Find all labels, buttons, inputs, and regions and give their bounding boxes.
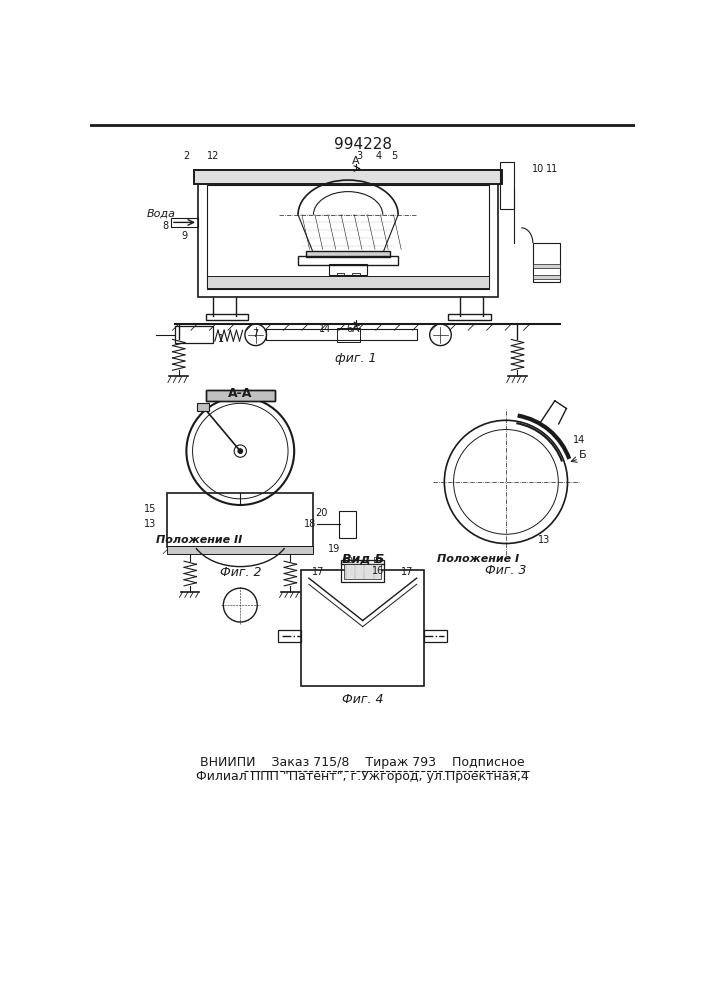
Bar <box>352 273 360 278</box>
Text: Филиал ППП "Патент", г.Ужгород, ул.Проектная,4: Филиал ППП "Патент", г.Ужгород, ул.Проек… <box>197 770 529 783</box>
Text: 13: 13 <box>538 535 551 545</box>
Circle shape <box>238 449 243 453</box>
Text: 7: 7 <box>252 329 259 339</box>
Bar <box>207 276 489 288</box>
Text: 6: 6 <box>346 324 353 334</box>
Bar <box>175 326 214 343</box>
Text: 15: 15 <box>144 504 156 514</box>
Bar <box>206 314 248 320</box>
Bar <box>267 329 417 340</box>
Bar <box>448 314 491 320</box>
Text: 13: 13 <box>144 519 156 529</box>
Text: А: А <box>352 156 360 166</box>
Bar <box>198 178 498 297</box>
Bar <box>206 390 275 401</box>
Text: А-А: А-А <box>228 387 252 400</box>
Text: 16: 16 <box>372 566 384 576</box>
Bar <box>329 264 368 275</box>
Text: 17: 17 <box>401 567 414 577</box>
Bar <box>305 251 390 257</box>
Text: 10: 10 <box>532 164 544 174</box>
Text: Фиг. 3: Фиг. 3 <box>485 564 527 577</box>
Text: 5: 5 <box>391 151 397 161</box>
Text: 19: 19 <box>328 544 340 554</box>
Bar <box>194 170 502 184</box>
Bar <box>337 328 360 342</box>
Bar <box>167 493 313 547</box>
Text: 12: 12 <box>207 151 220 161</box>
Text: ВНИИПИ    Заказ 715/8    Тираж 793    Подписное: ВНИИПИ Заказ 715/8 Тираж 793 Подписное <box>200 756 525 769</box>
Bar <box>345 557 351 562</box>
Text: Положение II: Положение II <box>156 535 242 545</box>
Bar <box>533 275 560 279</box>
Text: Б: Б <box>579 450 587 460</box>
Text: Вид Б: Вид Б <box>341 552 384 565</box>
Bar <box>533 264 560 268</box>
Bar <box>500 162 514 209</box>
Text: 4: 4 <box>376 151 382 161</box>
Text: 14: 14 <box>319 324 331 334</box>
Text: 9: 9 <box>181 231 187 241</box>
Bar <box>533 243 560 282</box>
Bar <box>206 390 275 401</box>
Text: 994228: 994228 <box>334 137 392 152</box>
Text: фиг. 1: фиг. 1 <box>335 352 377 365</box>
Text: Положение I: Положение I <box>437 554 519 564</box>
Text: Фиг. 2: Фиг. 2 <box>220 566 261 579</box>
Text: 3: 3 <box>356 151 363 161</box>
Text: Вода: Вода <box>146 208 175 218</box>
Bar <box>207 185 489 289</box>
Text: 20: 20 <box>315 508 327 518</box>
Text: 17: 17 <box>312 567 325 577</box>
Bar <box>298 256 398 265</box>
Bar <box>337 273 344 278</box>
Text: А: А <box>352 324 360 334</box>
Text: 18: 18 <box>303 519 316 529</box>
Text: 11: 11 <box>546 164 559 174</box>
Bar <box>374 557 380 562</box>
Bar <box>424 630 448 642</box>
Text: 2: 2 <box>183 151 189 161</box>
Bar <box>341 560 385 582</box>
Text: 1: 1 <box>218 334 224 344</box>
Text: 8: 8 <box>163 221 169 231</box>
Bar <box>194 170 502 184</box>
Bar <box>344 564 381 579</box>
Bar <box>339 511 356 538</box>
Bar <box>301 570 424 686</box>
Text: 14: 14 <box>573 435 585 445</box>
Bar <box>278 630 301 642</box>
Bar <box>197 403 209 411</box>
Text: Фиг. 4: Фиг. 4 <box>342 693 383 706</box>
Bar <box>167 546 313 554</box>
Bar <box>171 218 198 227</box>
